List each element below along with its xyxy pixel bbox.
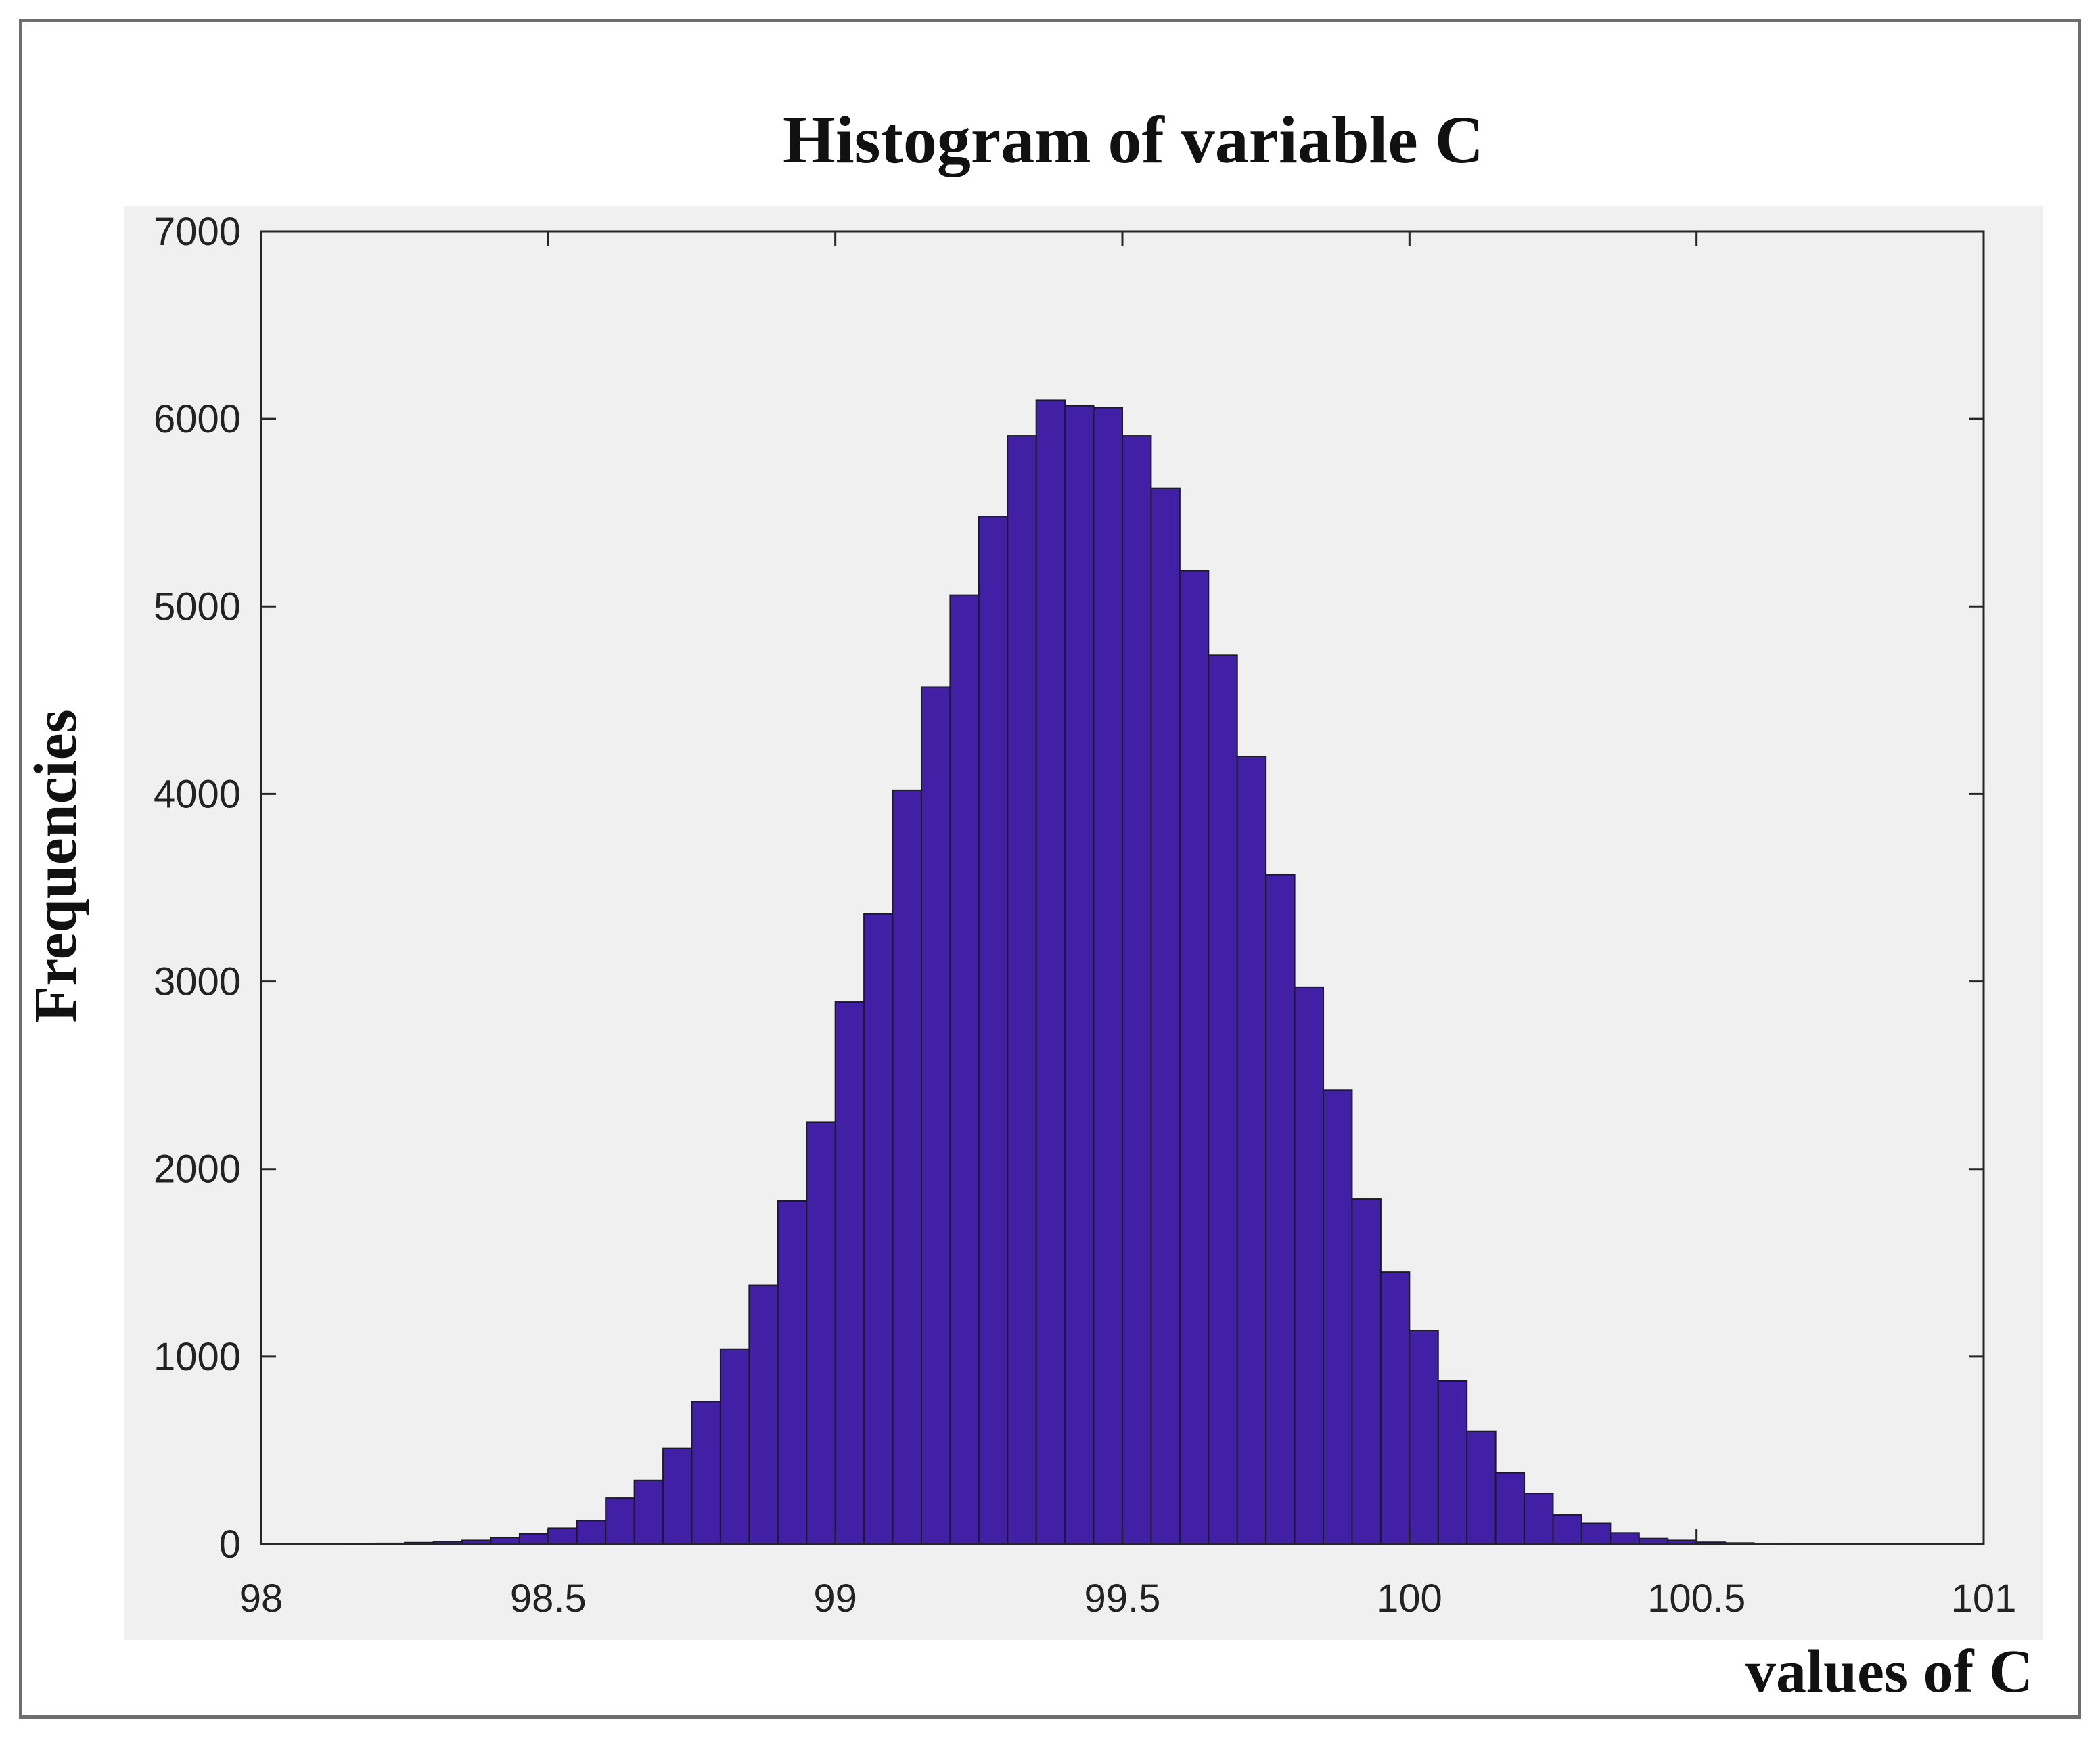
histogram-bar (1064, 405, 1095, 1545)
histogram-bar (605, 1497, 635, 1545)
chart-title: Histogram of variable C (783, 102, 1484, 177)
y-tick-label: 3000 (154, 960, 241, 1004)
x-tick-label: 99.5 (1085, 1577, 1161, 1621)
x-axis-label: values of C (1745, 1638, 2033, 1705)
y-tick-label: 5000 (154, 585, 241, 629)
y-tick-label: 2000 (154, 1148, 241, 1192)
axis-ticks: 98 98.5 99 99.5 100 100.5 101 0 1000 2000 3000 4000… (154, 210, 2016, 1621)
histogram-bar (892, 789, 922, 1545)
histogram-bar (633, 1479, 664, 1545)
histogram-bar (920, 686, 951, 1545)
histogram-bars (346, 399, 1783, 1545)
histogram-bar (1552, 1514, 1582, 1545)
y-tick-label: 1000 (154, 1335, 241, 1379)
x-tick-label: 100.5 (1647, 1577, 1745, 1621)
histogram-bar (1093, 407, 1123, 1545)
x-tick-label: 98 (239, 1577, 283, 1621)
x-tick-label: 100 (1377, 1577, 1442, 1621)
histogram-bar (691, 1401, 721, 1545)
histogram-bar (1379, 1271, 1411, 1545)
histogram-bar (1323, 1089, 1353, 1545)
histogram-bar (719, 1348, 750, 1545)
histogram-bar (863, 913, 894, 1545)
histogram-bar (834, 1001, 865, 1545)
y-axis-label: Frequencies (22, 709, 89, 1022)
histogram-bar (806, 1121, 836, 1545)
histogram-bar (1351, 1198, 1382, 1545)
histogram-bar (662, 1447, 693, 1545)
histogram-bar (547, 1527, 578, 1545)
histogram-bar (1122, 435, 1152, 1545)
histogram-bar (1265, 874, 1296, 1545)
histogram-bar (978, 516, 1009, 1545)
y-tick-label: 7000 (154, 210, 241, 254)
histogram-bar (1494, 1472, 1526, 1545)
histogram-bar (1179, 570, 1210, 1545)
x-tick-label: 98.5 (510, 1577, 587, 1621)
histogram-bar (1007, 435, 1037, 1545)
y-tick-label: 4000 (154, 772, 241, 816)
histogram-bar (1294, 986, 1325, 1545)
histogram-bar (1035, 399, 1066, 1545)
histogram-bar (1236, 756, 1267, 1545)
histogram-bar (1580, 1522, 1612, 1545)
x-tick-label: 101 (1951, 1577, 2017, 1621)
y-tick-label: 0 (219, 1522, 241, 1566)
histogram-bar (1466, 1430, 1497, 1545)
histogram-bar (576, 1520, 607, 1545)
histogram-bar (1150, 487, 1181, 1545)
histogram-bar (518, 1533, 549, 1545)
y-tick-label: 6000 (154, 397, 241, 441)
histogram-bar (1610, 1532, 1640, 1545)
histogram-bar (777, 1200, 808, 1545)
histogram-bar (1409, 1330, 1439, 1545)
x-tick-label: 99 (813, 1577, 857, 1621)
histogram-bar (1437, 1380, 1468, 1545)
histogram-bar (949, 594, 980, 1545)
histogram-bar (1208, 654, 1238, 1545)
histogram-bar (1524, 1493, 1554, 1545)
histogram-bar (748, 1284, 779, 1545)
